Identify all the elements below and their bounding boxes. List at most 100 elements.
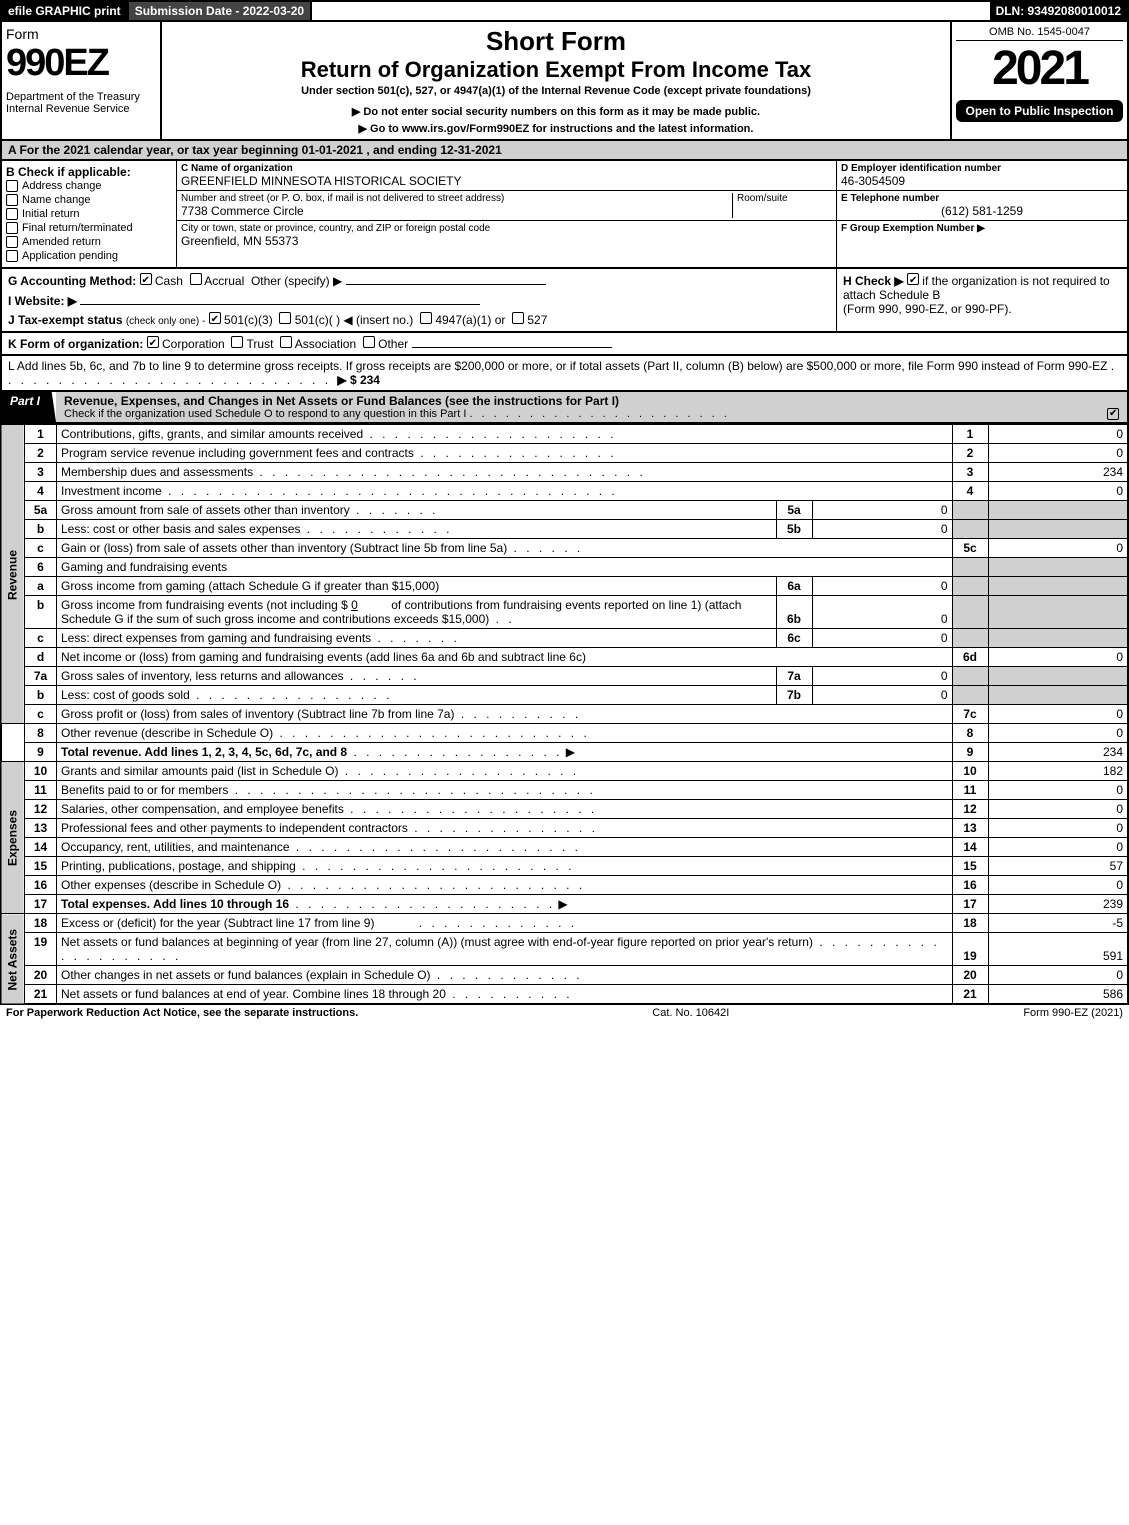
part1-table: Revenue 1 Contributions, gifts, grants, … [0, 424, 1129, 1005]
chk-initial-return[interactable]: Initial return [6, 208, 172, 220]
form-number: 990EZ [6, 42, 156, 85]
main-title: Return of Organization Exempt From Incom… [170, 57, 942, 83]
line1-value: 0 [988, 425, 1128, 444]
line4-value: 0 [988, 482, 1128, 501]
part1-header: Part I Revenue, Expenses, and Changes in… [0, 392, 1129, 424]
line12-value: 0 [988, 800, 1128, 819]
section-d-label: D Employer identification number [841, 163, 1123, 174]
irs-label: Internal Revenue Service [6, 103, 156, 115]
line18-value: -5 [988, 914, 1128, 933]
line2-value: 0 [988, 444, 1128, 463]
section-h-label: H Check ▶ [843, 274, 904, 288]
chk-cash[interactable] [140, 273, 152, 285]
section-c-label: C Name of organization [181, 163, 832, 174]
city-state-zip: Greenfield, MN 55373 [181, 234, 832, 248]
line5b-value: 0 [812, 520, 952, 539]
chk-trust[interactable] [231, 336, 243, 348]
chk-527[interactable] [512, 312, 524, 324]
room-label: Room/suite [737, 193, 832, 204]
section-k: K Form of organization: Corporation Trus… [0, 333, 1129, 356]
section-i-label: I Website: ▶ [8, 294, 77, 308]
line6c-value: 0 [812, 629, 952, 648]
other-org-input[interactable] [412, 347, 612, 348]
chk-name-change[interactable]: Name change [6, 194, 172, 206]
org-name: GREENFIELD MINNESOTA HISTORICAL SOCIETY [181, 174, 832, 188]
line19-value: 591 [988, 933, 1128, 966]
goto-link[interactable]: ▶ Go to www.irs.gov/Form990EZ for instru… [170, 122, 942, 135]
efile-print-button[interactable]: efile GRAPHIC print [2, 2, 129, 20]
chk-other-org[interactable] [363, 336, 375, 348]
line5c-value: 0 [988, 539, 1128, 558]
line10-value: 182 [988, 762, 1128, 781]
line8-value: 0 [988, 724, 1128, 743]
dept-treasury: Department of the Treasury [6, 91, 156, 103]
section-l: L Add lines 5b, 6c, and 7b to line 9 to … [0, 356, 1129, 392]
form-label: Form [6, 26, 39, 42]
section-j-label: J Tax-exempt status [8, 313, 123, 327]
line13-value: 0 [988, 819, 1128, 838]
line3-value: 234 [988, 463, 1128, 482]
chk-schedule-o[interactable] [1107, 408, 1119, 420]
line17-value: 239 [988, 895, 1128, 914]
street-label: Number and street (or P. O. box, if mail… [181, 193, 732, 204]
telephone: (612) 581-1259 [841, 204, 1123, 218]
form-footer-label: Form 990-EZ (2021) [1023, 1007, 1123, 1019]
dln: DLN: 93492080010012 [990, 2, 1127, 20]
chk-accrual[interactable] [190, 273, 202, 285]
line11-value: 0 [988, 781, 1128, 800]
line5a-value: 0 [812, 501, 952, 520]
line9-value: 234 [988, 743, 1128, 762]
chk-501c3[interactable] [209, 312, 221, 324]
section-g-h: G Accounting Method: Cash Accrual Other … [0, 269, 1129, 333]
chk-amended-return[interactable]: Amended return [6, 236, 172, 248]
paperwork-notice: For Paperwork Reduction Act Notice, see … [6, 1007, 358, 1019]
top-bar: efile GRAPHIC print Submission Date - 20… [0, 0, 1129, 22]
part1-title: Revenue, Expenses, and Changes in Net As… [64, 394, 619, 408]
ssn-warning: ▶ Do not enter social security numbers o… [170, 105, 942, 118]
street-address: 7738 Commerce Circle [181, 204, 732, 218]
expenses-tab: Expenses [1, 762, 25, 914]
city-label: City or town, state or province, country… [181, 223, 832, 234]
chk-corporation[interactable] [147, 336, 159, 348]
page-footer: For Paperwork Reduction Act Notice, see … [0, 1005, 1129, 1021]
submission-date: Submission Date - 2022-03-20 [129, 2, 312, 20]
line7c-value: 0 [988, 705, 1128, 724]
short-form-title: Short Form [170, 26, 942, 57]
form-header: Form 990EZ Department of the Treasury In… [0, 22, 1129, 141]
chk-application-pending[interactable]: Application pending [6, 250, 172, 262]
line21-value: 586 [988, 985, 1128, 1005]
revenue-tab: Revenue [1, 425, 25, 724]
other-method-input[interactable] [346, 284, 546, 285]
line15-value: 57 [988, 857, 1128, 876]
line6b-value: 0 [812, 596, 952, 629]
line6d-value: 0 [988, 648, 1128, 667]
line14-value: 0 [988, 838, 1128, 857]
chk-schedule-b[interactable] [907, 273, 919, 285]
subtitle: Under section 501(c), 527, or 4947(a)(1)… [170, 85, 942, 97]
omb-number: OMB No. 1545-0047 [956, 26, 1123, 41]
section-h-sub: (Form 990, 990-EZ, or 990-PF). [843, 302, 1121, 316]
website-input[interactable] [80, 304, 480, 305]
section-e-label: E Telephone number [841, 193, 1123, 204]
line7b-value: 0 [812, 686, 952, 705]
chk-4947[interactable] [420, 312, 432, 324]
chk-501c[interactable] [279, 312, 291, 324]
chk-association[interactable] [280, 336, 292, 348]
gross-receipts: ▶ $ 234 [337, 373, 380, 387]
open-inspection: Open to Public Inspection [956, 100, 1123, 122]
line6a-value: 0 [812, 577, 952, 596]
net-assets-tab: Net Assets [1, 914, 25, 1005]
line20-value: 0 [988, 966, 1128, 985]
section-g-label: G Accounting Method: [8, 274, 136, 288]
chk-final-return[interactable]: Final return/terminated [6, 222, 172, 234]
line16-value: 0 [988, 876, 1128, 895]
line7a-value: 0 [812, 667, 952, 686]
cat-number: Cat. No. 10642I [652, 1007, 729, 1019]
chk-address-change[interactable]: Address change [6, 180, 172, 192]
ein: 46-3054509 [841, 174, 1123, 188]
section-a: A For the 2021 calendar year, or tax yea… [0, 141, 1129, 161]
part1-label: Part I [2, 392, 56, 422]
section-b-title: B Check if applicable: [6, 165, 172, 179]
section-f-label: F Group Exemption Number ▶ [841, 223, 1123, 234]
tax-year: 2021 [956, 41, 1123, 96]
